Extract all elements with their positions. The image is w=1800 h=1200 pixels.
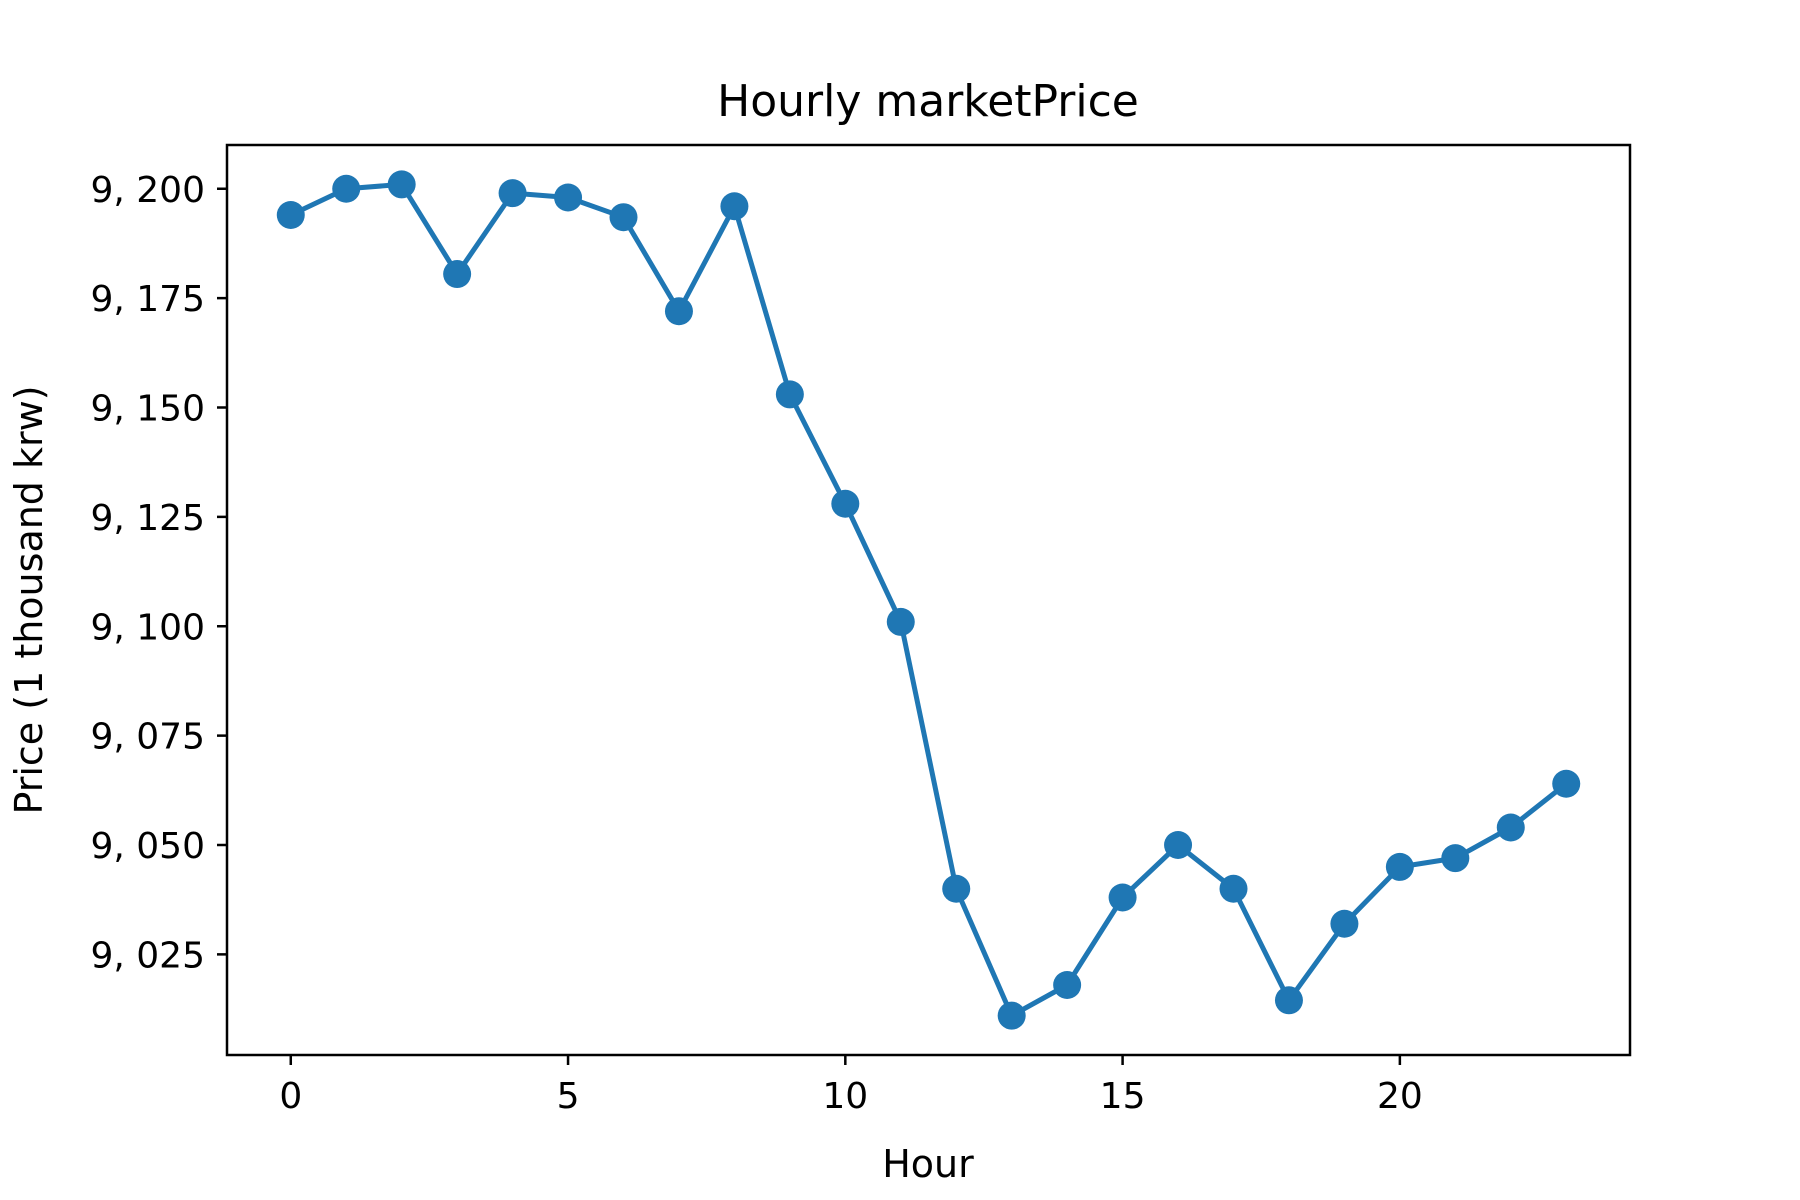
- y-axis: 9, 025 9, 050 9, 075 9, 100 9, 125 9, 150 9, 1…: [90, 170, 227, 976]
- data-point-hour-3: [443, 260, 472, 289]
- data-point-hour-23: [1552, 769, 1581, 798]
- data-point-hour-16: [1164, 831, 1193, 859]
- data-point-hour-11: [886, 607, 915, 636]
- x-axis: 0 5 10 15 20: [279, 1055, 1423, 1117]
- x-tick-label: 0: [279, 1076, 302, 1117]
- data-point-hour-17: [1219, 874, 1248, 903]
- y-tick-label: 9, 175: [90, 279, 205, 320]
- y-tick-label: 9, 150: [90, 389, 205, 430]
- data-point-hour-2: [387, 170, 416, 199]
- series-points: [276, 170, 1581, 1030]
- data-point-hour-22: [1496, 813, 1525, 842]
- data-point-hour-0: [276, 201, 305, 229]
- y-tick-label: 9, 100: [90, 607, 205, 648]
- data-point-hour-4: [498, 179, 527, 208]
- data-point-hour-13: [997, 1001, 1026, 1030]
- series-line: [289, 181, 1568, 1019]
- y-tick-label: 9, 200: [90, 170, 205, 211]
- y-tick-label: 9, 050: [90, 826, 205, 867]
- data-point-hour-15: [1108, 883, 1137, 912]
- data-point-hour-1: [332, 174, 361, 203]
- data-point-hour-8: [720, 192, 749, 221]
- chart-title: Hourly marketPrice: [717, 76, 1139, 127]
- y-axis-label: Price (1 thousand krw): [7, 385, 51, 814]
- data-point-hour-9: [775, 380, 804, 409]
- x-tick-label: 5: [557, 1076, 580, 1117]
- data-point-hour-12: [942, 874, 971, 903]
- data-point-hour-20: [1385, 852, 1414, 881]
- y-tick-label: 9, 075: [90, 717, 205, 758]
- data-point-hour-19: [1330, 909, 1359, 938]
- x-tick-label: 20: [1377, 1076, 1423, 1117]
- x-tick-label: 10: [822, 1076, 868, 1117]
- data-point-hour-21: [1441, 844, 1470, 873]
- data-point-hour-18: [1274, 986, 1303, 1015]
- x-tick-label: 15: [1100, 1076, 1146, 1117]
- plot-frame: [225, 143, 1632, 1057]
- data-point-hour-10: [831, 489, 860, 518]
- data-point-hour-7: [664, 297, 693, 326]
- y-tick-label: 9, 025: [90, 935, 205, 976]
- data-point-hour-6: [609, 203, 638, 232]
- y-tick-label: 9, 125: [90, 498, 205, 539]
- data-point-hour-14: [1053, 971, 1082, 999]
- data-point-hour-5: [554, 183, 583, 212]
- x-axis-label: Hour: [882, 1142, 974, 1186]
